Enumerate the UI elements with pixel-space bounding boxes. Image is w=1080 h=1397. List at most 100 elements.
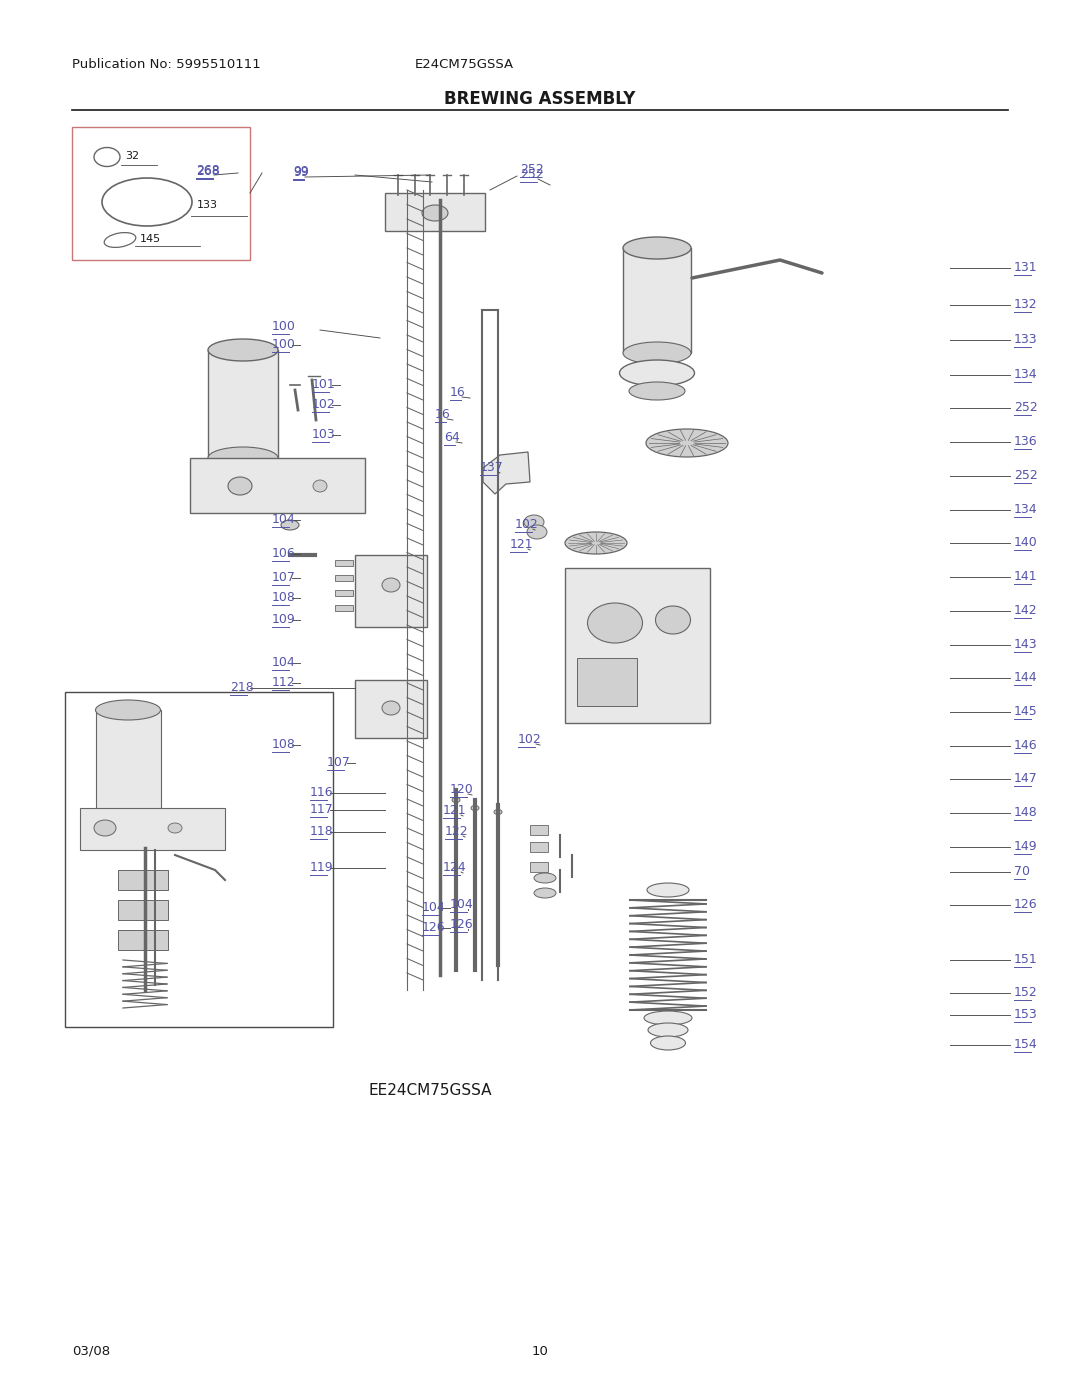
- Text: 133: 133: [197, 200, 218, 210]
- Text: EE24CM75GSSA: EE24CM75GSSA: [368, 1083, 491, 1098]
- Text: 101: 101: [312, 379, 336, 391]
- Bar: [72, 127, 249, 260]
- Ellipse shape: [656, 606, 690, 634]
- Ellipse shape: [534, 888, 556, 898]
- Bar: [565, 569, 710, 724]
- Text: 108: 108: [272, 738, 296, 752]
- Bar: [118, 900, 168, 921]
- Text: 124: 124: [443, 861, 467, 875]
- Text: 121: 121: [443, 805, 467, 817]
- Text: 10: 10: [531, 1345, 549, 1358]
- Ellipse shape: [650, 1037, 686, 1051]
- Text: 104: 104: [422, 901, 446, 914]
- Text: 104: 104: [450, 898, 474, 911]
- Bar: [208, 351, 278, 458]
- Bar: [335, 605, 353, 610]
- Text: 109: 109: [272, 613, 296, 626]
- Ellipse shape: [534, 873, 556, 883]
- Text: 64: 64: [444, 432, 460, 444]
- Text: 152: 152: [1014, 986, 1038, 999]
- Text: 102: 102: [518, 733, 542, 746]
- Text: 119: 119: [310, 861, 334, 875]
- Text: 70: 70: [1014, 865, 1030, 877]
- Ellipse shape: [494, 809, 502, 814]
- Text: 107: 107: [272, 571, 296, 584]
- Text: 218: 218: [230, 680, 254, 694]
- Ellipse shape: [565, 532, 627, 555]
- Bar: [530, 826, 548, 835]
- Text: 144: 144: [1014, 671, 1038, 685]
- Ellipse shape: [588, 604, 643, 643]
- Text: 102: 102: [312, 398, 336, 411]
- Text: 103: 103: [312, 427, 336, 441]
- Bar: [384, 193, 485, 231]
- Text: 108: 108: [272, 591, 296, 604]
- Text: 252: 252: [1014, 469, 1038, 482]
- Ellipse shape: [629, 381, 685, 400]
- Ellipse shape: [646, 429, 728, 457]
- Text: 100: 100: [272, 320, 296, 332]
- Text: 149: 149: [1014, 840, 1038, 854]
- Text: E24CM75GSSA: E24CM75GSSA: [415, 59, 514, 71]
- Text: 117: 117: [310, 803, 334, 816]
- Text: 143: 143: [1014, 638, 1038, 651]
- Ellipse shape: [208, 447, 278, 469]
- Text: 252: 252: [519, 168, 543, 182]
- Bar: [80, 807, 225, 849]
- Text: 136: 136: [1014, 434, 1038, 448]
- Text: 141: 141: [1014, 570, 1038, 583]
- Bar: [530, 842, 548, 852]
- Bar: [190, 458, 365, 513]
- Text: 134: 134: [1014, 367, 1038, 381]
- Polygon shape: [483, 453, 530, 495]
- Ellipse shape: [620, 360, 694, 386]
- Bar: [335, 576, 353, 581]
- Ellipse shape: [95, 700, 161, 719]
- Ellipse shape: [228, 476, 252, 495]
- Ellipse shape: [647, 883, 689, 897]
- Text: 133: 133: [1014, 332, 1038, 346]
- Text: 99: 99: [293, 166, 309, 179]
- Text: 252: 252: [519, 163, 543, 176]
- Text: 99: 99: [293, 165, 309, 177]
- Text: 120: 120: [450, 782, 474, 796]
- Ellipse shape: [524, 515, 544, 529]
- Text: 154: 154: [1014, 1038, 1038, 1051]
- Text: 131: 131: [1014, 261, 1038, 274]
- Text: 148: 148: [1014, 806, 1038, 819]
- Text: 122: 122: [445, 826, 469, 838]
- Text: 268: 268: [195, 163, 219, 177]
- Bar: [355, 555, 427, 627]
- Bar: [530, 862, 548, 872]
- Text: 142: 142: [1014, 604, 1038, 617]
- Text: 118: 118: [310, 826, 334, 838]
- Bar: [335, 560, 353, 566]
- Ellipse shape: [623, 342, 691, 365]
- Ellipse shape: [313, 481, 327, 492]
- Text: 140: 140: [1014, 536, 1038, 549]
- Text: 145: 145: [140, 235, 161, 244]
- Text: 107: 107: [327, 756, 351, 768]
- Text: BREWING ASSEMBLY: BREWING ASSEMBLY: [444, 89, 636, 108]
- Ellipse shape: [382, 578, 400, 592]
- Text: 16: 16: [435, 408, 450, 420]
- Text: 153: 153: [1014, 1009, 1038, 1021]
- Text: 126: 126: [1014, 898, 1038, 911]
- Text: 151: 151: [1014, 953, 1038, 965]
- Text: 104: 104: [272, 657, 296, 669]
- Ellipse shape: [422, 205, 448, 221]
- Text: 32: 32: [125, 151, 139, 161]
- Text: 146: 146: [1014, 739, 1038, 752]
- Text: 147: 147: [1014, 773, 1038, 785]
- Text: 112: 112: [272, 676, 296, 689]
- Bar: [577, 658, 637, 705]
- Text: 268: 268: [195, 165, 219, 177]
- Text: 104: 104: [272, 513, 296, 527]
- Text: 100: 100: [272, 338, 296, 351]
- Text: 126: 126: [422, 921, 446, 935]
- Bar: [118, 930, 168, 950]
- Bar: [355, 680, 427, 738]
- Text: 121: 121: [510, 538, 534, 550]
- Ellipse shape: [453, 798, 460, 802]
- Bar: [96, 710, 161, 810]
